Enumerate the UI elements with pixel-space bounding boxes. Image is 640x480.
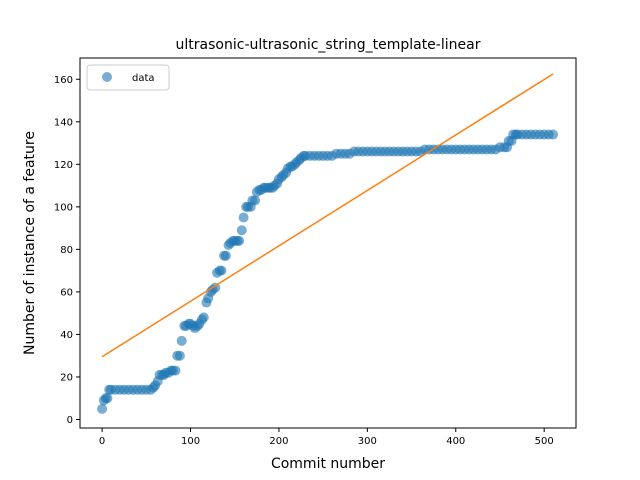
data-point xyxy=(236,225,247,236)
data-point xyxy=(220,250,231,261)
x-tick-label: 300 xyxy=(358,436,377,447)
y-tick-label: 40 xyxy=(60,330,73,341)
data-point xyxy=(548,129,559,140)
data-point xyxy=(170,365,181,376)
data-point xyxy=(174,350,185,361)
data-point xyxy=(102,393,113,404)
data-point xyxy=(198,312,209,323)
legend-label-data: data xyxy=(132,73,155,84)
y-tick-label: 140 xyxy=(54,117,73,128)
chart-title: ultrasonic-ultrasonic_string_template-li… xyxy=(176,37,481,53)
y-axis: 0 20 40 60 80 100 120 140 160 xyxy=(54,75,80,426)
data-point xyxy=(97,403,108,414)
data-point xyxy=(238,212,249,223)
x-tick-label: 100 xyxy=(181,436,200,447)
plot-frame xyxy=(79,57,577,429)
y-tick-label: 60 xyxy=(60,287,73,298)
plot-area xyxy=(97,73,559,414)
y-tick-label: 0 xyxy=(67,415,73,426)
legend-marker-data xyxy=(102,72,112,82)
data-point xyxy=(250,195,261,206)
data-point xyxy=(210,282,221,293)
x-tick-label: 500 xyxy=(535,436,554,447)
fit-line xyxy=(101,73,554,358)
legend: data xyxy=(86,64,170,91)
data-point xyxy=(216,265,227,276)
y-tick-label: 160 xyxy=(54,75,73,86)
legend-box xyxy=(86,64,170,91)
x-axis: 0 100 200 300 400 500 xyxy=(99,428,554,447)
data-point xyxy=(176,335,187,346)
x-tick-label: 200 xyxy=(269,436,288,447)
y-tick-label: 100 xyxy=(54,202,73,213)
x-tick-label: 400 xyxy=(446,436,465,447)
y-tick-label: 80 xyxy=(60,245,73,256)
data-point xyxy=(234,235,245,246)
y-tick-label: 20 xyxy=(60,372,73,383)
y-axis-label: Number of instance of a feature xyxy=(22,131,38,355)
y-tick-label: 120 xyxy=(54,160,73,171)
x-tick-label: 0 xyxy=(99,436,105,447)
x-axis-label: Commit number xyxy=(271,456,385,472)
